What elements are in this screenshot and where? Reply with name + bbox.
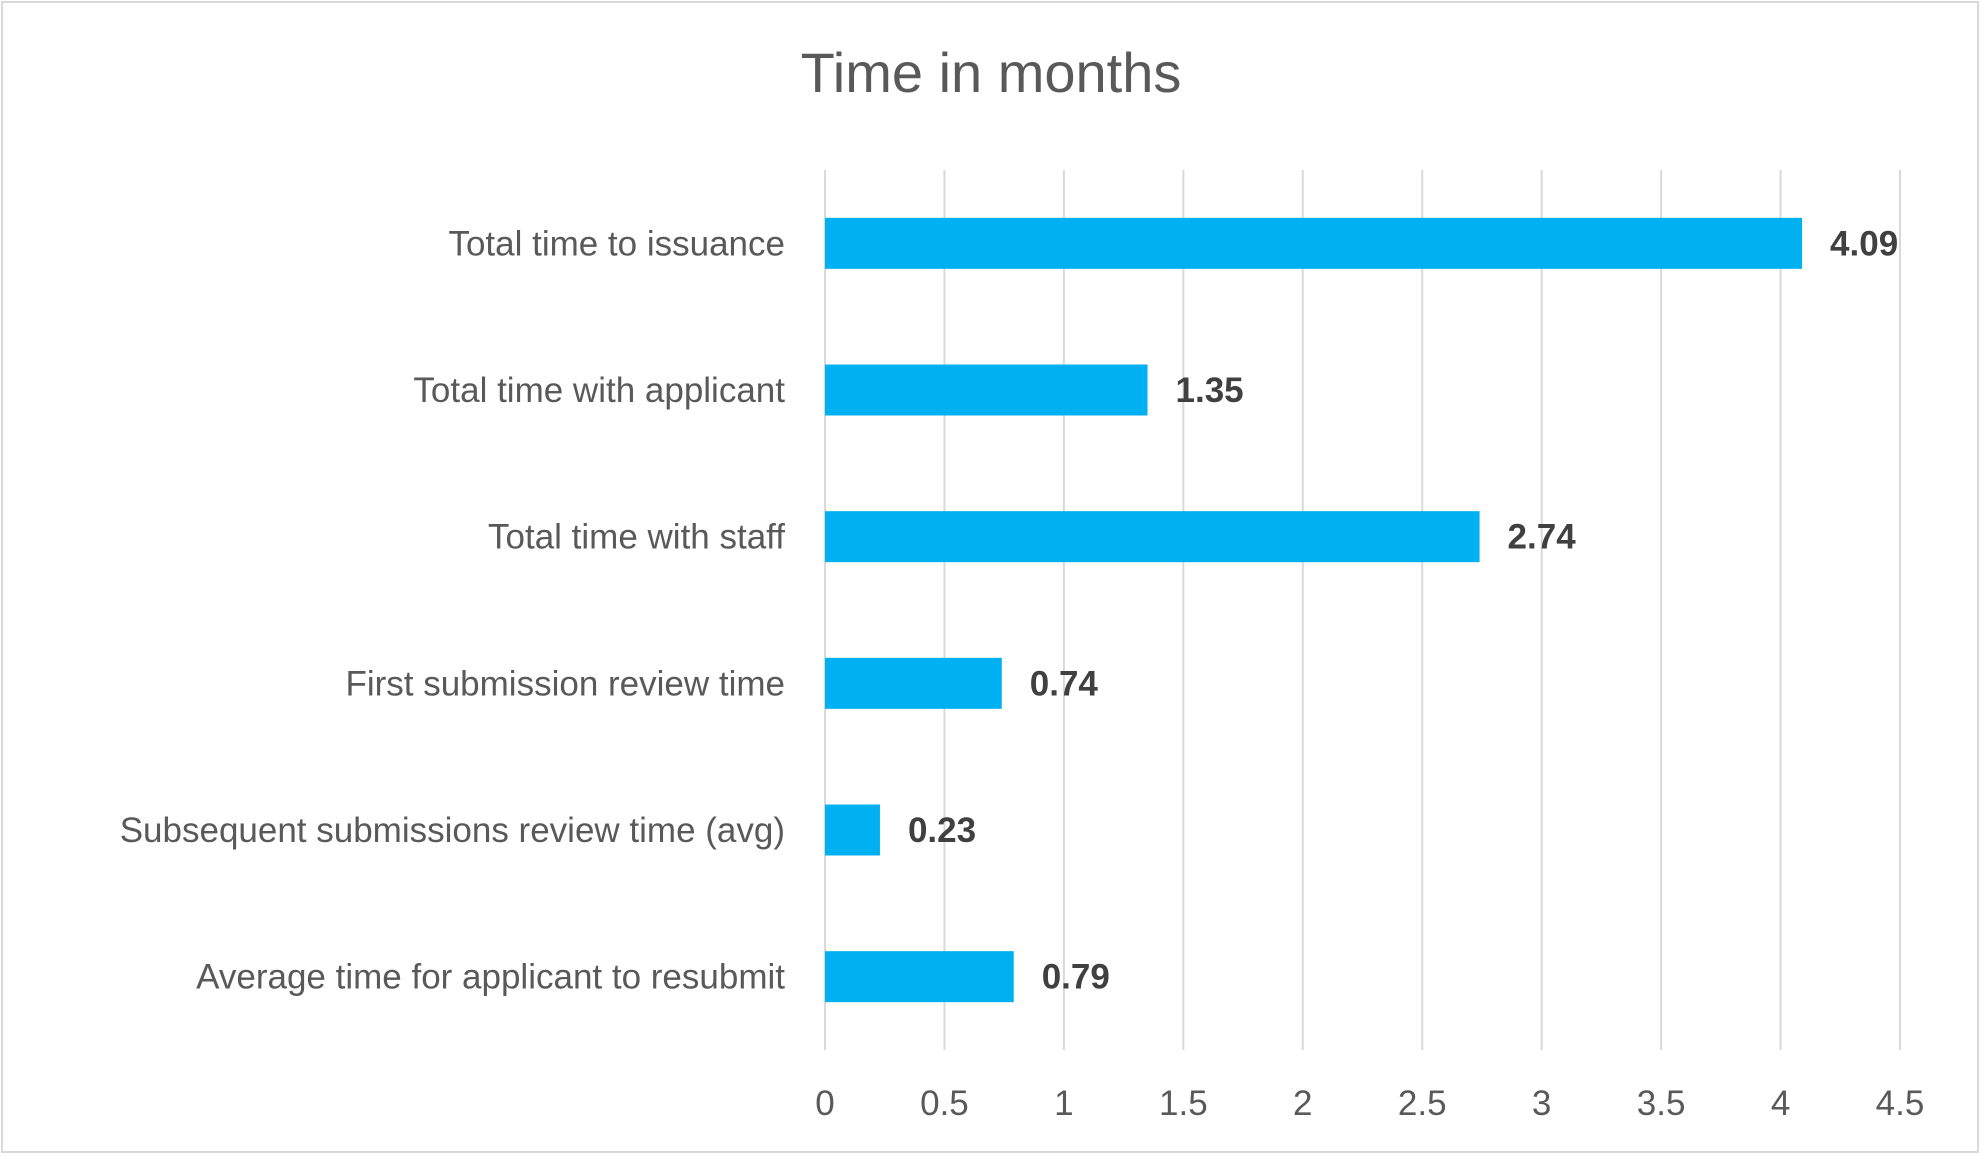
category-label: Total time with staff bbox=[488, 518, 785, 557]
x-tick-label: 0.5 bbox=[920, 1084, 969, 1123]
category-label: Subsequent submissions review time (avg) bbox=[120, 811, 785, 850]
bar bbox=[825, 804, 880, 856]
data-label: 0.74 bbox=[1030, 664, 1099, 703]
chart-title: Time in months bbox=[801, 41, 1182, 104]
category-label: First submission review time bbox=[345, 664, 785, 703]
bar bbox=[825, 217, 1803, 269]
bar bbox=[825, 364, 1148, 416]
x-tick-label: 4.5 bbox=[1876, 1084, 1925, 1123]
x-tick-label: 3 bbox=[1532, 1084, 1551, 1123]
x-tick-label: 3.5 bbox=[1637, 1084, 1686, 1123]
category-labels: Total time to issuance Total time with ap… bbox=[120, 224, 786, 996]
x-tick-label: 0 bbox=[815, 1084, 834, 1123]
bar bbox=[825, 657, 1002, 709]
data-label: 2.74 bbox=[1508, 518, 1577, 557]
category-label: Total time with applicant bbox=[413, 371, 785, 410]
data-label: 1.35 bbox=[1176, 371, 1244, 410]
data-label: 4.09 bbox=[1830, 224, 1898, 263]
category-label: Average time for applicant to resubmit bbox=[196, 958, 785, 997]
x-tick-label: 2.5 bbox=[1398, 1084, 1447, 1123]
x-axis-ticks: 0 0.5 1 1.5 2 2.5 3 3.5 4 4.5 bbox=[815, 1084, 1924, 1123]
bar bbox=[825, 951, 1014, 1003]
data-label: 0.23 bbox=[908, 811, 976, 850]
data-label: 0.79 bbox=[1042, 958, 1110, 997]
bar bbox=[825, 511, 1480, 563]
x-tick-label: 4 bbox=[1771, 1084, 1790, 1123]
x-tick-label: 1 bbox=[1054, 1084, 1073, 1123]
x-tick-label: 2 bbox=[1293, 1084, 1312, 1123]
bars bbox=[825, 217, 1803, 1003]
x-tick-label: 1.5 bbox=[1159, 1084, 1208, 1123]
category-label: Total time to issuance bbox=[448, 224, 785, 263]
data-labels: 4.09 1.35 2.74 0.74 0.23 0.79 bbox=[908, 224, 1898, 996]
gridlines bbox=[824, 170, 1901, 1050]
